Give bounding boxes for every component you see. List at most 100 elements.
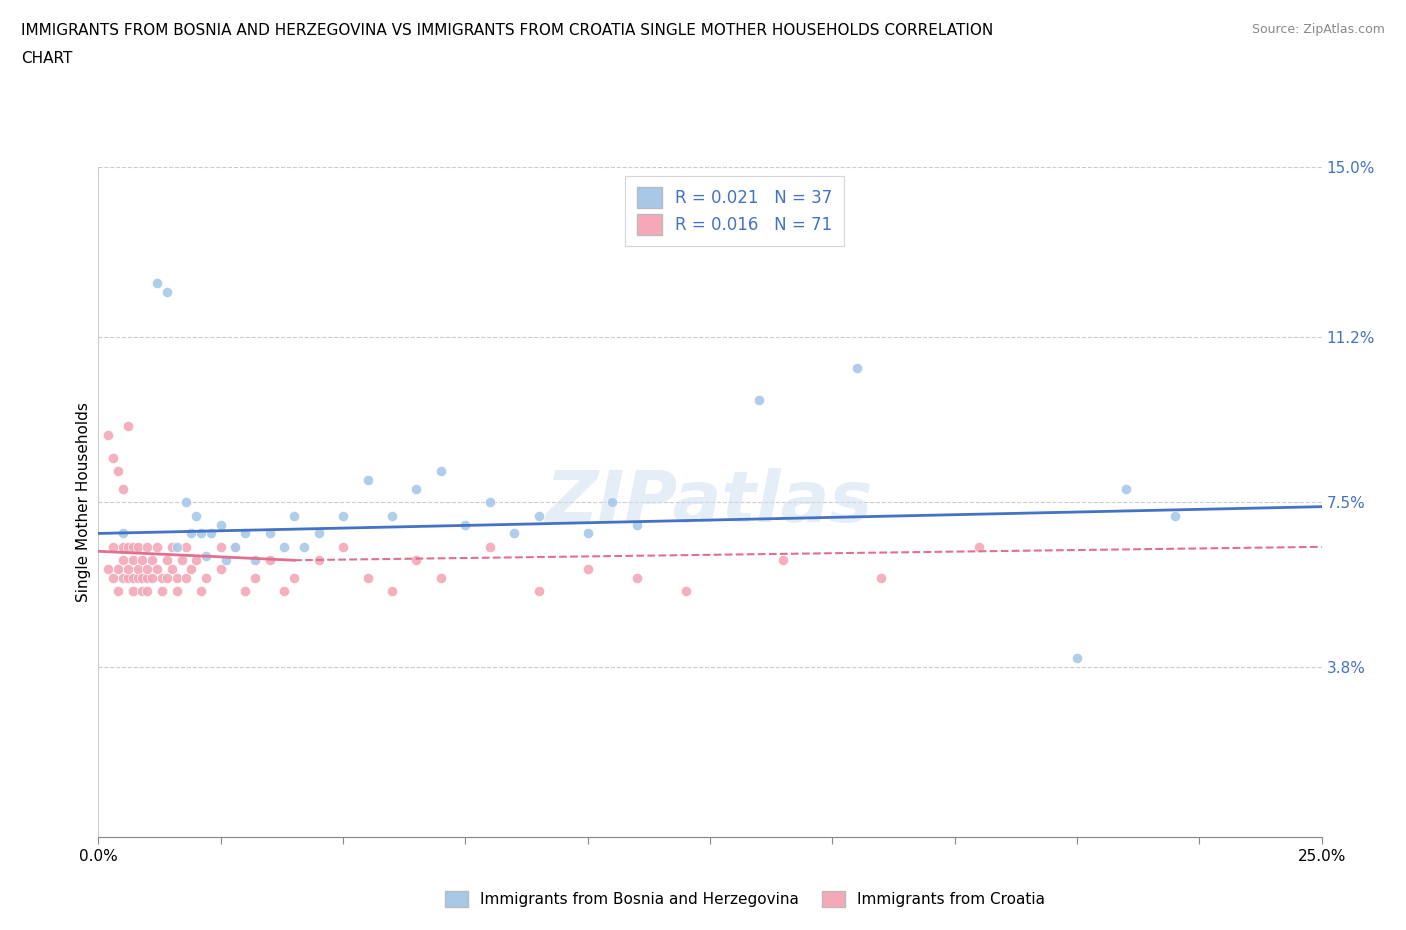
Point: [136, 539, 159, 554]
Point: [176, 539, 198, 554]
Point: [176, 571, 198, 586]
Point: [170, 552, 193, 567]
Point: [224, 539, 246, 554]
Point: [121, 571, 143, 586]
Point: [626, 571, 648, 586]
Point: [332, 539, 354, 554]
Point: [308, 552, 330, 567]
Point: [454, 517, 477, 532]
Point: [141, 552, 163, 567]
Point: [772, 552, 794, 567]
Point: [478, 495, 501, 510]
Point: [117, 539, 139, 554]
Point: [180, 526, 202, 541]
Point: [233, 526, 256, 541]
Point: [107, 463, 129, 478]
Point: [150, 584, 173, 599]
Point: [127, 539, 149, 554]
Point: [243, 552, 266, 567]
Point: [107, 584, 129, 599]
Point: [101, 571, 124, 586]
Point: [186, 552, 208, 567]
Point: [195, 571, 218, 586]
Point: [131, 571, 153, 586]
Point: [292, 539, 315, 554]
Text: ZIPatlas: ZIPatlas: [547, 468, 873, 537]
Point: [156, 571, 179, 586]
Point: [121, 552, 143, 567]
Point: [111, 552, 134, 567]
Point: [156, 552, 179, 567]
Point: [381, 584, 404, 599]
Point: [150, 571, 173, 586]
Point: [131, 584, 153, 599]
Point: [195, 549, 218, 564]
Point: [405, 552, 427, 567]
Point: [283, 571, 305, 586]
Point: [332, 508, 354, 523]
Point: [1066, 651, 1088, 666]
Point: [576, 562, 599, 577]
Text: Source: ZipAtlas.com: Source: ZipAtlas.com: [1251, 23, 1385, 36]
Point: [576, 526, 599, 541]
Point: [356, 472, 378, 487]
Point: [111, 571, 134, 586]
Point: [243, 571, 266, 586]
Point: [967, 539, 990, 554]
Point: [478, 539, 501, 554]
Point: [160, 562, 183, 577]
Point: [101, 450, 124, 465]
Point: [381, 508, 404, 523]
Point: [527, 508, 550, 523]
Point: [141, 571, 163, 586]
Point: [1164, 508, 1187, 523]
Point: [259, 526, 281, 541]
Point: [209, 517, 232, 532]
Legend: R = 0.021   N = 37, R = 0.016   N = 71: R = 0.021 N = 37, R = 0.016 N = 71: [626, 176, 844, 246]
Point: [156, 285, 179, 299]
Point: [527, 584, 550, 599]
Point: [356, 571, 378, 586]
Point: [845, 361, 868, 376]
Point: [121, 539, 143, 554]
Point: [224, 539, 246, 554]
Point: [190, 526, 212, 541]
Point: [117, 562, 139, 577]
Point: [146, 276, 169, 291]
Point: [503, 526, 526, 541]
Point: [117, 571, 139, 586]
Point: [748, 392, 770, 407]
Point: [97, 562, 120, 577]
Point: [176, 495, 198, 510]
Point: [160, 539, 183, 554]
Point: [127, 571, 149, 586]
Point: [136, 584, 159, 599]
Point: [111, 539, 134, 554]
Legend: Immigrants from Bosnia and Herzegovina, Immigrants from Croatia: Immigrants from Bosnia and Herzegovina, …: [439, 884, 1052, 913]
Point: [283, 508, 305, 523]
Point: [127, 562, 149, 577]
Point: [430, 571, 453, 586]
Point: [233, 584, 256, 599]
Text: IMMIGRANTS FROM BOSNIA AND HERZEGOVINA VS IMMIGRANTS FROM CROATIA SINGLE MOTHER : IMMIGRANTS FROM BOSNIA AND HERZEGOVINA V…: [21, 23, 994, 38]
Point: [200, 526, 222, 541]
Text: CHART: CHART: [21, 51, 73, 66]
Point: [273, 539, 295, 554]
Point: [101, 539, 124, 554]
Point: [111, 482, 134, 497]
Point: [111, 526, 134, 541]
Point: [107, 562, 129, 577]
Point: [186, 508, 208, 523]
Point: [1115, 482, 1137, 497]
Point: [166, 539, 188, 554]
Point: [273, 584, 295, 599]
Point: [136, 562, 159, 577]
Point: [166, 571, 188, 586]
Point: [121, 584, 143, 599]
Point: [626, 517, 648, 532]
Y-axis label: Single Mother Households: Single Mother Households: [76, 403, 91, 602]
Point: [259, 552, 281, 567]
Point: [166, 584, 188, 599]
Point: [146, 562, 169, 577]
Point: [600, 495, 623, 510]
